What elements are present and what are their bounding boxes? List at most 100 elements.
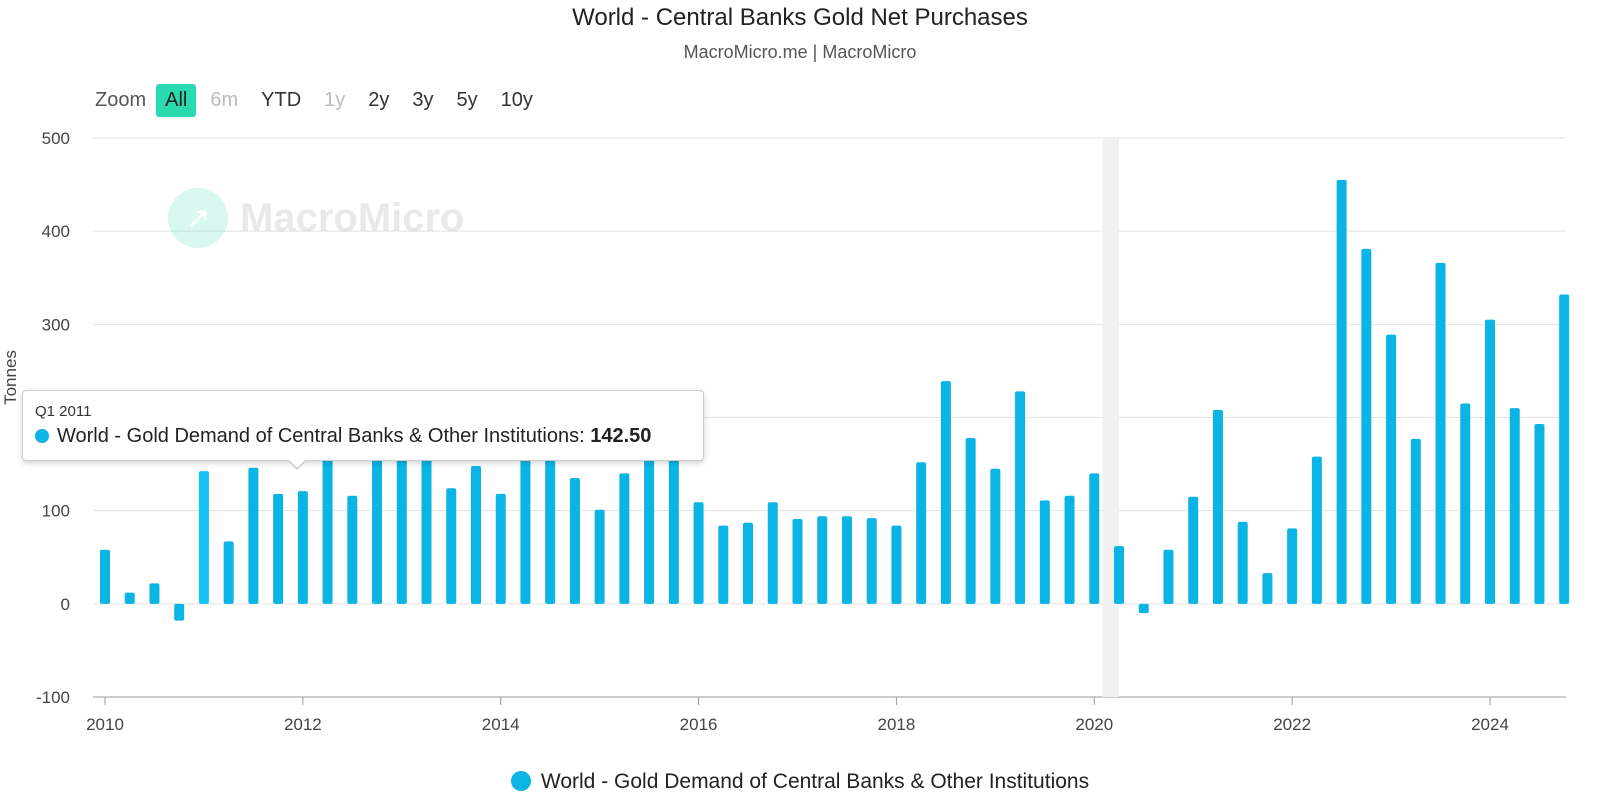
bar[interactable]: [1361, 248, 1372, 604]
bar[interactable]: [1559, 294, 1570, 604]
bar[interactable]: [174, 603, 185, 621]
bar[interactable]: [273, 493, 284, 604]
bar[interactable]: [817, 516, 828, 604]
zoom-all-button[interactable]: All: [156, 83, 197, 117]
bar[interactable]: [1064, 495, 1075, 604]
tooltip-series-name: World - Gold Demand of Central Banks & O…: [57, 425, 585, 447]
zoom-10y-button[interactable]: 10y: [500, 88, 533, 111]
bar[interactable]: [100, 549, 110, 604]
y-tick-label: 500: [42, 129, 70, 148]
bar[interactable]: [347, 495, 358, 604]
bar[interactable]: [1509, 408, 1520, 604]
zoom-2y-button[interactable]: 2y: [368, 88, 390, 111]
bar[interactable]: [1435, 262, 1446, 604]
y-tick-label: 100: [42, 502, 70, 521]
bar[interactable]: [940, 381, 951, 604]
tooltip-series-dot-icon: [35, 429, 49, 443]
bar[interactable]: [421, 431, 432, 604]
bar[interactable]: [198, 471, 209, 604]
bar[interactable]: [1311, 456, 1322, 604]
bar[interactable]: [965, 437, 976, 604]
bar[interactable]: [1460, 403, 1471, 604]
tooltip-row: World - Gold Demand of Central Banks & O…: [35, 425, 651, 448]
bar[interactable]: [891, 525, 902, 604]
zoom-label: Zoom: [95, 88, 147, 111]
bar[interactable]: [594, 509, 605, 604]
bar[interactable]: [619, 473, 630, 604]
shaded-period: [1102, 138, 1120, 697]
bar[interactable]: [990, 468, 1001, 604]
y-tick-label: -100: [36, 688, 70, 707]
bar[interactable]: [792, 519, 803, 604]
chart-line-icon: ↗: [168, 188, 228, 248]
bar[interactable]: [1386, 334, 1397, 604]
bar[interactable]: [1287, 528, 1298, 604]
tooltip-value: 142.50: [590, 425, 652, 447]
chart-subtitle: MacroMicro.me | MacroMicro: [683, 42, 917, 62]
watermark: ↗ MacroMicro: [168, 188, 465, 248]
bar[interactable]: [223, 541, 234, 604]
bar[interactable]: [495, 493, 506, 604]
x-tick-label: 2014: [482, 715, 520, 734]
bar[interactable]: [1114, 546, 1125, 604]
x-tick-label: 2010: [86, 715, 124, 734]
bar[interactable]: [248, 467, 259, 604]
bar[interactable]: [1188, 496, 1199, 604]
bar[interactable]: [1485, 319, 1495, 604]
bar[interactable]: [446, 488, 457, 604]
x-tick-label: 2022: [1273, 715, 1311, 734]
bar[interactable]: [470, 465, 481, 604]
bar[interactable]: [322, 440, 333, 604]
zoom-5y-button[interactable]: 5y: [456, 88, 478, 111]
zoom-6m-button[interactable]: 6m: [210, 88, 239, 111]
zoom-1y-button[interactable]: 1y: [324, 88, 346, 111]
chart-title: World - Central Banks Gold Net Purchases: [572, 4, 1028, 31]
bar[interactable]: [1262, 573, 1273, 604]
bar[interactable]: [1534, 424, 1545, 604]
y-tick-label: 400: [42, 222, 70, 241]
y-tick-label: 300: [42, 315, 70, 334]
bar[interactable]: [866, 518, 877, 604]
bar[interactable]: [1163, 549, 1174, 604]
legend-label[interactable]: World - Gold Demand of Central Banks & O…: [540, 770, 1090, 793]
legend[interactable]: World - Gold Demand of Central Banks & O…: [0, 770, 1600, 794]
bar[interactable]: [297, 491, 308, 604]
bar[interactable]: [1237, 521, 1248, 604]
bar[interactable]: [767, 502, 778, 604]
bar[interactable]: [569, 478, 580, 604]
bar[interactable]: [545, 431, 556, 604]
bar[interactable]: [841, 516, 852, 604]
bar[interactable]: [149, 583, 160, 604]
bar[interactable]: [743, 522, 754, 604]
bar[interactable]: [1138, 603, 1149, 614]
bar[interactable]: [372, 431, 383, 604]
y-axis-label: Tonnes: [1, 350, 20, 405]
bar[interactable]: [718, 525, 729, 604]
bar[interactable]: [124, 592, 135, 604]
bar[interactable]: [668, 431, 679, 604]
bar[interactable]: [1212, 410, 1223, 604]
bar[interactable]: [1089, 473, 1100, 604]
bar[interactable]: [644, 450, 655, 604]
grid-layer: [93, 137, 1566, 698]
bar[interactable]: [1015, 391, 1026, 604]
shaded-period-layer: [1102, 138, 1120, 697]
bar[interactable]: [1039, 500, 1050, 604]
x-tick-label: 2012: [284, 715, 322, 734]
bar[interactable]: [693, 502, 704, 604]
zoom-3y-button[interactable]: 3y: [412, 88, 434, 111]
zoom-ytd-button[interactable]: YTD: [261, 88, 302, 111]
bar[interactable]: [916, 462, 927, 604]
bar[interactable]: [396, 431, 407, 604]
bar[interactable]: [1336, 179, 1347, 604]
x-tick-label: 2020: [1075, 715, 1113, 734]
x-tick-label: 2018: [878, 715, 916, 734]
bar[interactable]: [520, 431, 531, 604]
x-tick-label: 2016: [680, 715, 718, 734]
tooltip-arrow-inner: [288, 459, 306, 468]
watermark-text: MacroMicro: [240, 195, 465, 240]
x-axis-ticks: 2010 2012 2014 2016 2018 2020 2022 2024: [86, 697, 1509, 734]
tooltip-date: Q1 2011: [35, 403, 92, 420]
y-tick-label: 0: [61, 595, 70, 614]
bar[interactable]: [1410, 438, 1421, 604]
